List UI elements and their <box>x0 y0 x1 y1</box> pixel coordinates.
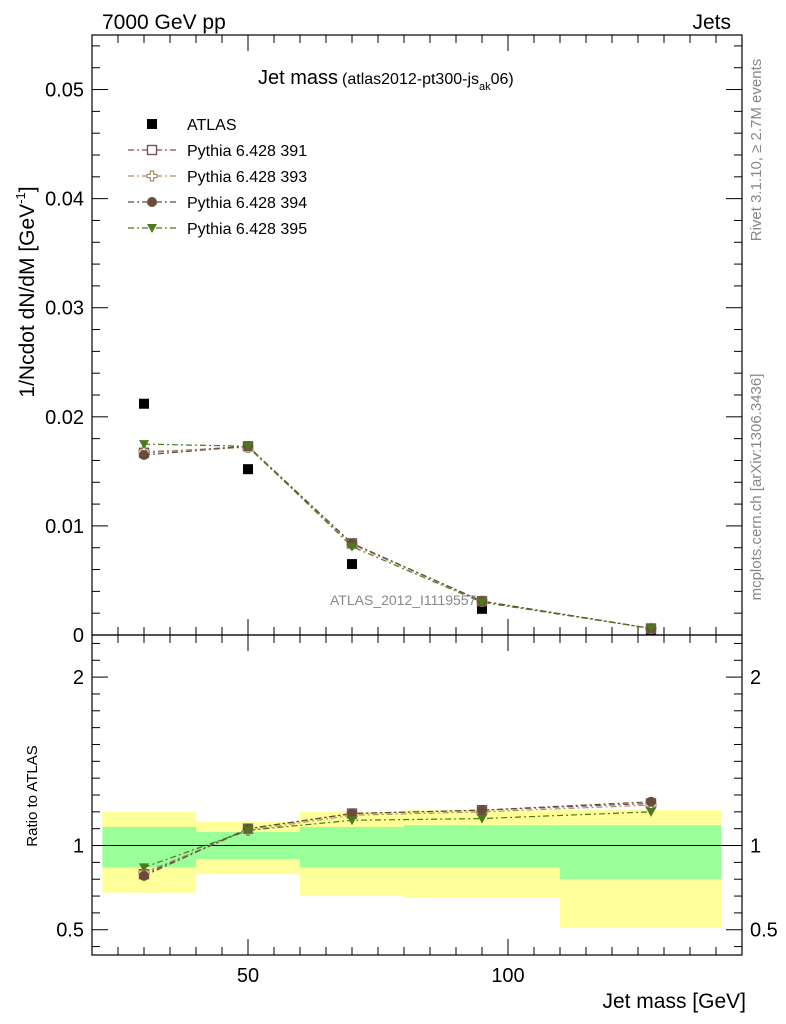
ratio-point-3-3 <box>477 814 487 824</box>
plot-title: Jet mass (atlas2012-pt300-jsak06) <box>258 67 514 93</box>
ratio-point-2-4 <box>646 796 656 807</box>
axis-ticks <box>91 35 743 955</box>
analysis-id-watermark: ATLAS_2012_I1119557 <box>330 592 477 608</box>
stat-uncertainty-band-3 <box>404 825 560 868</box>
axis-tick-labels: 0 0.01 0.02 0.03 0.04 0.05 0.5 0.5 1 1 2 2 50 100 <box>45 80 778 987</box>
legend-marker-1 <box>146 144 158 156</box>
main-y-axis-label-text: 1/Ncdot dN/dM [GeV <box>16 204 39 398</box>
legend: ATLAS Pythia 6.428 391 Pythia 6.428 393 Pyt… <box>128 117 307 238</box>
ratio-y-tick-label-right-2: 2 <box>750 667 761 689</box>
ratio-uncertainty-bands <box>102 810 722 929</box>
main-y-tick-label-5: 0.05 <box>45 80 84 102</box>
ratio-point-2-2 <box>347 808 357 819</box>
ratio-point-2-0 <box>139 870 149 881</box>
main-point-3-0 <box>139 450 149 460</box>
ratio-y-tick-label-left-0: 0.5 <box>56 920 84 942</box>
legend-label-3: Pythia 6.428 394 <box>187 195 307 212</box>
main-point-4-4 <box>646 624 656 634</box>
category-label: Jets <box>692 11 731 34</box>
x-tick-label-0: 50 <box>237 965 259 987</box>
stat-uncertainty-band-2 <box>300 827 404 868</box>
main-point-4-3 <box>477 598 487 608</box>
ratio-point-3-1 <box>243 826 253 836</box>
ratio-point-3-2 <box>347 816 357 826</box>
x-axis-label: Jet mass [GeV] <box>602 990 746 1013</box>
main-y-axis-label-tail: ] <box>16 186 39 192</box>
ratio-y-tick-label-right-0: 0.5 <box>750 920 778 942</box>
ratio-series-line-1 <box>143 804 652 874</box>
main-point-0-3 <box>477 603 487 614</box>
legend-marker-4 <box>147 224 157 233</box>
legend-label-0: ATLAS <box>187 117 237 134</box>
main-point-4-0 <box>139 440 149 450</box>
legend-label-4: Pythia 6.428 395 <box>187 221 307 238</box>
plot-title-paren: (atlas2012-pt300-js <box>342 71 479 88</box>
main-y-tick-label-4: 0.04 <box>45 189 84 211</box>
legend-marker-3 <box>147 197 157 207</box>
main-y-tick-label-1: 0.01 <box>45 516 84 538</box>
stat-uncertainty-band-0 <box>102 827 196 868</box>
ratio-point-3-4 <box>646 807 656 817</box>
legend-label-2: Pythia 6.428 393 <box>187 169 307 186</box>
legend-marker-0 <box>147 119 157 129</box>
main-point-0-1 <box>243 464 253 475</box>
energy-label: 7000 GeV pp <box>102 11 226 34</box>
main-point-4-2 <box>347 542 357 552</box>
rivet-version-label: Rivet 3.1.10, ≥ 2.7M events <box>748 59 765 242</box>
series-markers <box>138 398 657 881</box>
plot-title-tail: 06) <box>491 71 514 88</box>
stat-uncertainty-band-4 <box>560 825 722 880</box>
legend-label-1: Pythia 6.428 391 <box>187 143 307 160</box>
x-tick-label-1: 100 <box>491 965 524 987</box>
main-point-0-2 <box>347 559 357 570</box>
mcplots-label: mcplots.cern.ch [arXiv:1306.3436] <box>748 374 765 601</box>
plot-title-sub: ak <box>479 81 491 93</box>
ratio-point-2-3 <box>477 805 487 816</box>
plot-title-main: Jet mass <box>258 67 338 89</box>
legend-marker-2 <box>146 170 158 182</box>
main-y-tick-label-3: 0.03 <box>45 298 84 320</box>
ratio-y-tick-label-right-1: 1 <box>750 836 761 858</box>
ratio-point-3-0 <box>139 863 149 873</box>
ratio-y-axis-label: Ratio to ATLAS <box>24 745 41 846</box>
main-y-tick-label-2: 0.02 <box>45 407 84 429</box>
ratio-y-tick-label-left-1: 1 <box>73 836 84 858</box>
main-y-axis-label-sup: -1 <box>13 192 28 204</box>
main-point-0-0 <box>139 398 149 409</box>
ratio-y-tick-label-left-2: 2 <box>73 667 84 689</box>
main-y-tick-label-0: 0 <box>73 625 84 647</box>
main-point-4-1 <box>243 442 253 452</box>
main-y-axis-label: 1/Ncdot dN/dM [GeV-1] <box>13 186 39 397</box>
